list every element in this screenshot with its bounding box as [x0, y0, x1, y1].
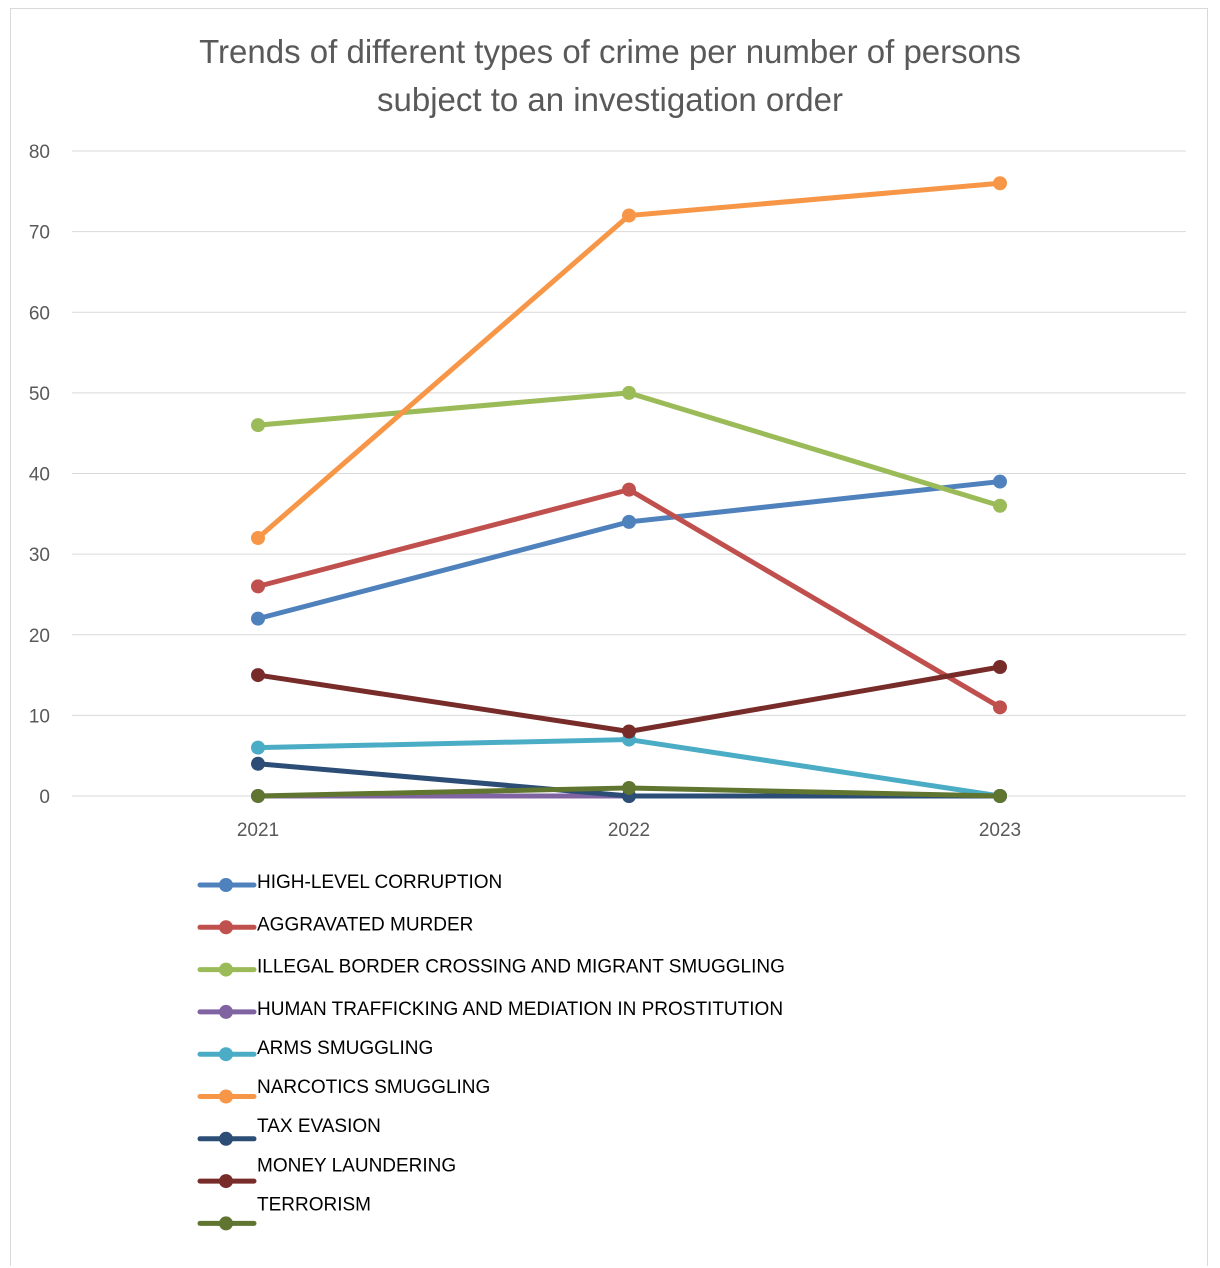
legend-marker-aggravated-murder — [219, 920, 233, 935]
gridlines — [72, 150, 1186, 797]
legend-marker-tax-evasion — [219, 1131, 233, 1146]
y-tick-label-70: 70 — [29, 223, 50, 244]
legend-label-arms-smuggling: ARMS SMUGGLING — [257, 1038, 433, 1059]
legend-item-high-level-corruption: HIGH-LEVEL CORRUPTION — [197, 872, 502, 893]
legend-item-money-laundering: MONEY LAUNDERING — [197, 1155, 456, 1189]
legend-item-human-trafficking-and-mediation-in-prostitution: HUMAN TRAFFICKING AND MEDIATION IN PROST… — [197, 999, 783, 1020]
y-axis-tick-labels: 0 10 20 30 40 50 60 70 80 — [29, 142, 50, 808]
data-point-terrorism-2021 — [251, 789, 265, 803]
y-tick-label-50: 50 — [29, 384, 50, 405]
legend-marker-illegal-border-crossing-and-migrant-smuggling — [219, 962, 233, 977]
series-line-high-level-corruption — [255, 479, 1003, 622]
y-tick-label-60: 60 — [29, 303, 50, 324]
y-tick-label-80: 80 — [29, 142, 50, 163]
legend-label-terrorism: TERRORISM — [257, 1194, 371, 1215]
data-point-narcotics-smuggling-2022 — [622, 208, 636, 223]
series-lines — [251, 176, 1007, 803]
legend-marker-arms-smuggling — [219, 1047, 233, 1062]
data-point-illegal-border-crossing-and-migrant-smuggling-2022 — [622, 385, 636, 400]
data-point-money-laundering-2021 — [251, 668, 265, 683]
data-point-high-level-corruption-2021 — [251, 611, 265, 626]
legend-item-aggravated-murder: AGGRAVATED MURDER — [197, 914, 473, 935]
y-tick-label-0: 0 — [39, 787, 50, 808]
legend: HIGH-LEVEL CORRUPTION AGGRAVATED MURDER IL… — [197, 872, 785, 1231]
series-illegal-border-crossing-and-migrant-smuggling — [251, 385, 1007, 513]
legend-item-narcotics-smuggling: NARCOTICS SMUGGLING — [197, 1077, 490, 1104]
y-tick-label-20: 20 — [29, 626, 50, 647]
legend-marker-money-laundering — [219, 1174, 233, 1189]
legend-item-tax-evasion: TAX EVASION — [197, 1116, 381, 1146]
y-tick-label-10: 10 — [29, 706, 50, 727]
legend-marker-terrorism — [219, 1216, 233, 1231]
legend-marker-high-level-corruption — [219, 878, 233, 892]
data-point-money-laundering-2022 — [622, 724, 636, 739]
legend-label-aggravated-murder: AGGRAVATED MURDER — [257, 914, 473, 935]
legend-label-money-laundering: MONEY LAUNDERING — [257, 1155, 456, 1176]
data-point-money-laundering-2023 — [993, 660, 1007, 674]
data-point-aggravated-murder-2021 — [251, 579, 265, 594]
data-point-illegal-border-crossing-and-migrant-smuggling-2021 — [251, 418, 265, 433]
data-point-terrorism-2023 — [993, 789, 1007, 803]
chart-title-line-2: subject to an investigation order — [377, 81, 843, 118]
series-narcotics-smuggling — [251, 176, 1007, 545]
data-point-high-level-corruption-2022 — [622, 514, 636, 529]
legend-item-arms-smuggling: ARMS SMUGGLING — [197, 1038, 433, 1062]
series-money-laundering — [251, 660, 1007, 739]
legend-marker-narcotics-smuggling — [219, 1089, 233, 1104]
legend-marker-human-trafficking-and-mediation-in-prostitution — [219, 1004, 233, 1019]
chart-title: Trends of different types of crime per n… — [0, 28, 1220, 124]
x-tick-label-2022: 2022 — [608, 820, 650, 841]
legend-item-illegal-border-crossing-and-migrant-smuggling: ILLEGAL BORDER CROSSING AND MIGRANT SMUG… — [197, 957, 785, 978]
legend-item-terrorism: TERRORISM — [197, 1194, 371, 1231]
data-point-aggravated-murder-2022 — [622, 482, 636, 497]
series-aggravated-murder — [251, 482, 1007, 715]
legend-label-high-level-corruption: HIGH-LEVEL CORRUPTION — [257, 872, 502, 893]
data-point-high-level-corruption-2023 — [993, 474, 1007, 489]
data-point-narcotics-smuggling-2021 — [251, 531, 265, 545]
series-high-level-corruption — [251, 474, 1007, 626]
data-point-tax-evasion-2021 — [251, 756, 265, 771]
data-point-illegal-border-crossing-and-migrant-smuggling-2023 — [993, 498, 1007, 513]
legend-label-tax-evasion: TAX EVASION — [257, 1116, 381, 1137]
x-axis-tick-labels: 2021 2022 2023 — [237, 820, 1021, 841]
x-tick-label-2021: 2021 — [237, 820, 279, 841]
y-tick-label-40: 40 — [29, 465, 50, 486]
series-terrorism — [251, 780, 1007, 803]
y-tick-label-30: 30 — [29, 545, 50, 566]
x-tick-label-2023: 2023 — [979, 820, 1021, 841]
legend-label-illegal-border-crossing-and-migrant-smuggling: ILLEGAL BORDER CROSSING AND MIGRANT SMUG… — [257, 957, 785, 978]
data-point-terrorism-2022 — [622, 780, 636, 795]
chart-title-line-1: Trends of different types of crime per n… — [199, 33, 1021, 70]
legend-label-narcotics-smuggling: NARCOTICS SMUGGLING — [257, 1077, 490, 1098]
data-point-aggravated-murder-2023 — [993, 700, 1007, 715]
data-point-arms-smuggling-2021 — [251, 740, 265, 755]
series-line-money-laundering — [255, 664, 1003, 734]
legend-label-human-trafficking-and-mediation-in-prostitution: HUMAN TRAFFICKING AND MEDIATION IN PROST… — [257, 999, 783, 1020]
data-point-narcotics-smuggling-2023 — [993, 176, 1007, 191]
